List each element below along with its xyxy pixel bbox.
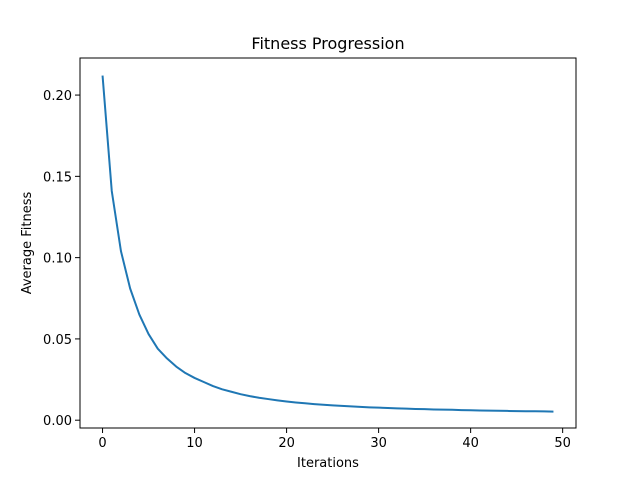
x-tick-label: 50: [554, 436, 571, 451]
y-tick-label: 0.00: [43, 414, 72, 429]
x-axis-label: Iterations: [297, 456, 359, 471]
plot-frame: [79, 57, 577, 429]
y-tick-label: 0.20: [43, 89, 72, 104]
x-tick-label: 10: [186, 436, 203, 451]
x-tick-label: 20: [278, 436, 295, 451]
chart-title: Fitness Progression: [251, 34, 404, 53]
plot-lines: [101, 75, 554, 413]
y-axis-label: Average Fitness: [20, 192, 35, 295]
x-tick-label: 40: [462, 436, 479, 451]
ticks: 0 10 20 30 40 50 0.00 0.05 0.10 0.15 0.20: [43, 89, 571, 451]
x-tick-label: 30: [370, 436, 387, 451]
x-tick-label: 0: [98, 436, 106, 451]
y-tick-label: 0.05: [43, 333, 72, 348]
series-line: [101, 75, 554, 413]
y-tick-label: 0.15: [43, 170, 72, 185]
y-tick-label: 0.10: [43, 252, 72, 267]
